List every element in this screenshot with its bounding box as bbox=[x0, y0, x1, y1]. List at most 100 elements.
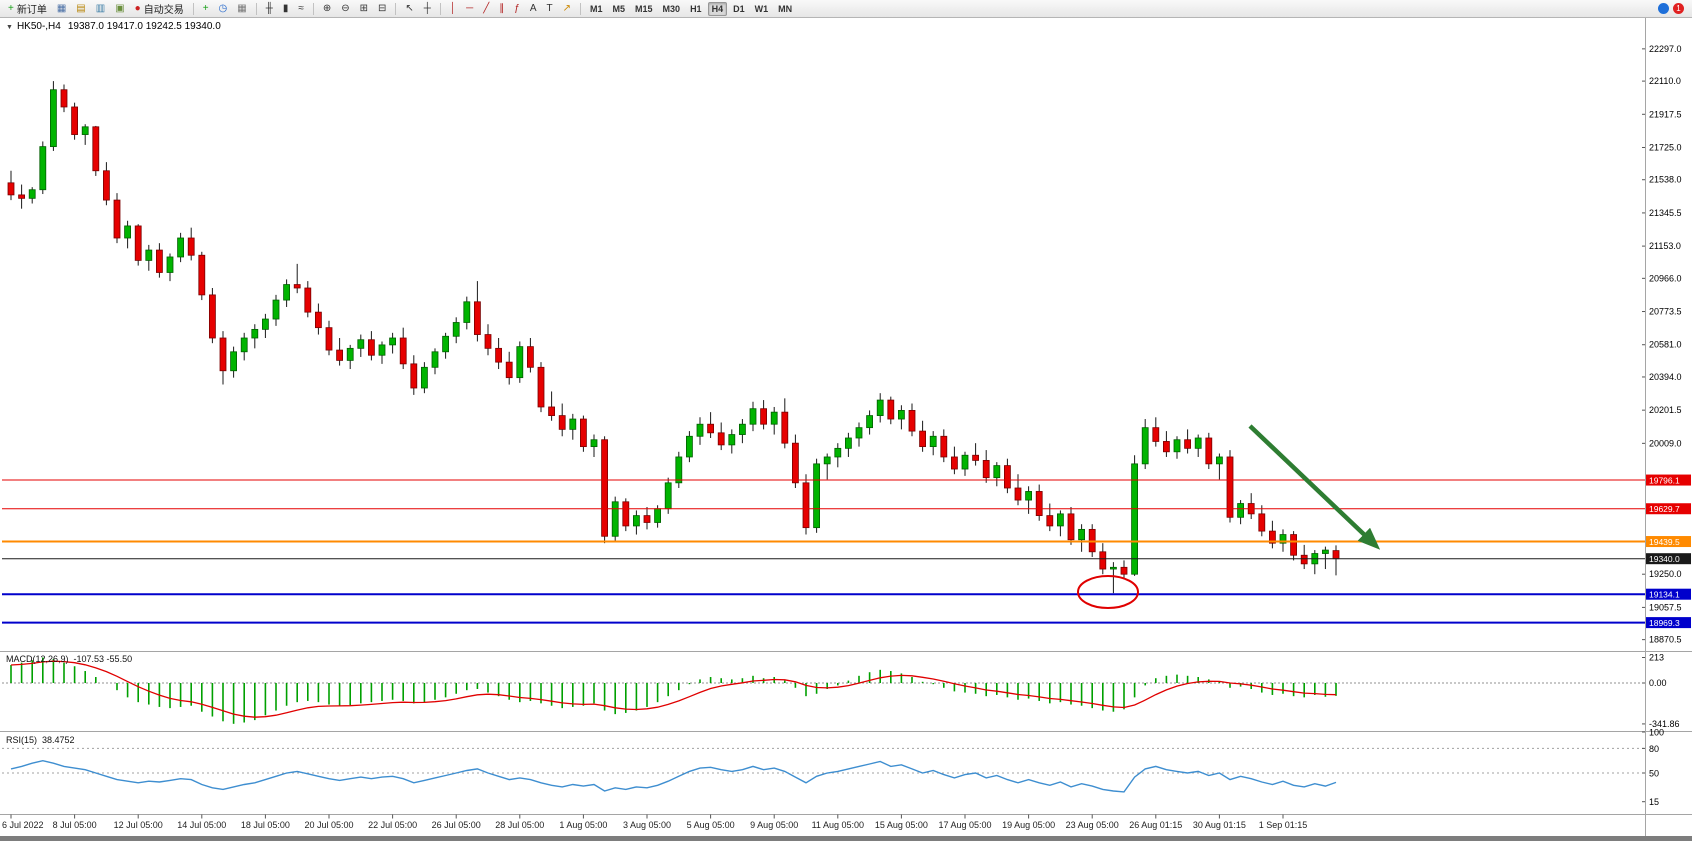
tile-windows-button[interactable]: ⊞ bbox=[356, 2, 372, 16]
candle-up bbox=[166, 256, 174, 273]
main-chart-pane[interactable] bbox=[0, 18, 1692, 651]
price-tag-label: 18969.3 bbox=[1649, 618, 1680, 628]
add-indicator-button[interactable]: + bbox=[199, 2, 213, 16]
candle-up bbox=[124, 225, 131, 239]
autotrading-button-label: 自动交易 bbox=[143, 5, 184, 16]
new-order-button-label: 新订单 bbox=[16, 5, 47, 16]
timeframe-d1[interactable]: D1 bbox=[729, 2, 749, 16]
candle-up bbox=[251, 328, 259, 339]
navigator-button[interactable]: ▣ bbox=[111, 2, 128, 16]
price-tag bbox=[1646, 617, 1691, 629]
channel-button[interactable]: ∥ bbox=[495, 2, 508, 16]
horizontal-line-button[interactable]: ─ bbox=[462, 2, 477, 16]
ohlc-values: 19387.0 19417.0 19242.5 19340.0 bbox=[67, 21, 221, 32]
trendline-icon: ╱ bbox=[483, 2, 490, 14]
timeframe-m15[interactable]: M15 bbox=[631, 2, 657, 16]
timeframe-w1[interactable]: W1 bbox=[751, 2, 773, 16]
trendline-button[interactable]: ╱ bbox=[479, 2, 493, 16]
price-tag-label: 19439.5 bbox=[1649, 537, 1680, 547]
macd-pane[interactable] bbox=[0, 652, 1692, 731]
profiles-button[interactable]: ▤ bbox=[72, 2, 89, 16]
candle-down bbox=[527, 346, 534, 368]
templates-icon: ▦ bbox=[237, 2, 247, 14]
time-axis-label: 26 Jul 05:00 bbox=[432, 820, 481, 830]
crosshair-button[interactable]: ┼ bbox=[420, 2, 435, 16]
candle-down bbox=[1152, 427, 1160, 442]
candle-up bbox=[834, 447, 842, 458]
timeframe-m5[interactable]: M5 bbox=[609, 2, 630, 16]
candle-up bbox=[929, 435, 937, 448]
text-button[interactable]: A bbox=[526, 2, 541, 16]
chart-menu-icon[interactable]: ▼ bbox=[6, 24, 13, 31]
arrows-tool-button[interactable]: ↗ bbox=[559, 2, 575, 16]
templates-button[interactable]: ▦ bbox=[233, 2, 250, 16]
macd-values: -107.53 -55.50 bbox=[73, 654, 133, 664]
timeframe-h4[interactable]: H4 bbox=[707, 1, 728, 16]
rsi-axis-label: 80 bbox=[1649, 744, 1659, 754]
candle-down bbox=[580, 418, 587, 448]
candle-down bbox=[1163, 441, 1170, 453]
timeframe-m1[interactable]: M1 bbox=[586, 2, 607, 16]
candle-down bbox=[1290, 534, 1297, 556]
alert-indicator-icon[interactable]: 1 bbox=[1673, 3, 1684, 14]
candle-down bbox=[537, 366, 545, 408]
price-axis-label: 20773.5 bbox=[1649, 307, 1682, 317]
candle-down bbox=[1099, 551, 1107, 570]
fibonacci-button[interactable]: ƒ bbox=[510, 2, 524, 16]
candle-down bbox=[1014, 487, 1022, 501]
price-axis-label: 21917.5 bbox=[1649, 109, 1682, 119]
candle-up bbox=[654, 508, 661, 523]
rsi-line bbox=[10, 759, 1337, 793]
candle-up bbox=[898, 410, 905, 420]
market-watch-button[interactable]: ▥ bbox=[92, 2, 109, 16]
candle-up bbox=[993, 465, 1001, 479]
price-axis-label: 21538.0 bbox=[1649, 175, 1682, 185]
candle-up bbox=[749, 408, 757, 425]
highlight-ellipse-annotation[interactable] bbox=[1077, 575, 1139, 609]
candle-up bbox=[1237, 503, 1244, 518]
price-tag-label: 19134.1 bbox=[1649, 590, 1680, 600]
new-chart-button[interactable]: ▦ bbox=[53, 2, 70, 16]
trend-arrow-annotation[interactable] bbox=[1248, 424, 1381, 550]
new-order-button[interactable]: + 新订单 bbox=[4, 2, 51, 16]
auto-arrange-icon: ⊟ bbox=[378, 2, 387, 14]
candle-down bbox=[1332, 550, 1340, 560]
candle-up bbox=[1110, 566, 1117, 570]
line-chart-button[interactable]: ≈ bbox=[294, 2, 308, 16]
time-axis-label: 23 Aug 05:00 bbox=[1066, 820, 1119, 830]
candle-down bbox=[643, 515, 651, 523]
vertical-line-button[interactable]: │ bbox=[446, 2, 460, 16]
candle-down bbox=[198, 254, 206, 296]
toolbar-separator bbox=[312, 2, 314, 15]
news-indicator-icon[interactable] bbox=[1658, 3, 1669, 14]
bar-chart-button[interactable]: ╫ bbox=[262, 2, 277, 16]
timeframe-m30[interactable]: M30 bbox=[659, 2, 685, 16]
time-axis-label: 18 Jul 05:00 bbox=[241, 820, 290, 830]
candle-chart-button[interactable]: ▮ bbox=[279, 2, 293, 16]
candle-up bbox=[50, 89, 57, 148]
autotrading-button[interactable]: ● 自动交易 bbox=[131, 2, 188, 16]
candle-down bbox=[1004, 465, 1011, 489]
zoom-out-button[interactable]: ⊖ bbox=[337, 2, 353, 16]
macd-name: MACD(12,26,9) bbox=[6, 654, 69, 664]
zoom-out-icon: ⊖ bbox=[341, 2, 350, 14]
candle-down bbox=[1258, 513, 1266, 532]
zoom-in-button[interactable]: ⊕ bbox=[319, 2, 335, 16]
timeframe-h1[interactable]: H1 bbox=[686, 2, 706, 16]
macd-axis-label: 213 bbox=[1649, 653, 1664, 663]
cursor-button[interactable]: ↖ bbox=[401, 2, 417, 16]
periods-button[interactable]: ◷ bbox=[215, 2, 232, 16]
candle-up bbox=[378, 344, 386, 356]
candle-down bbox=[1046, 515, 1054, 527]
window-bottom-edge bbox=[0, 836, 1692, 841]
candle-up bbox=[283, 284, 291, 301]
chart-canvas[interactable]: 19796.1 19629.7 19439.5 19340.0 19134.1 18969… bbox=[0, 18, 1692, 841]
text-label-button[interactable]: T bbox=[543, 2, 557, 16]
candle-down bbox=[1184, 439, 1191, 449]
auto-arrange-button[interactable]: ⊟ bbox=[374, 2, 390, 16]
vertical-line-icon: │ bbox=[449, 2, 457, 14]
time-axis-label: 3 Aug 05:00 bbox=[623, 820, 671, 830]
candle-up bbox=[813, 463, 820, 529]
candle-down bbox=[399, 337, 407, 365]
timeframe-mn[interactable]: MN bbox=[774, 2, 796, 16]
